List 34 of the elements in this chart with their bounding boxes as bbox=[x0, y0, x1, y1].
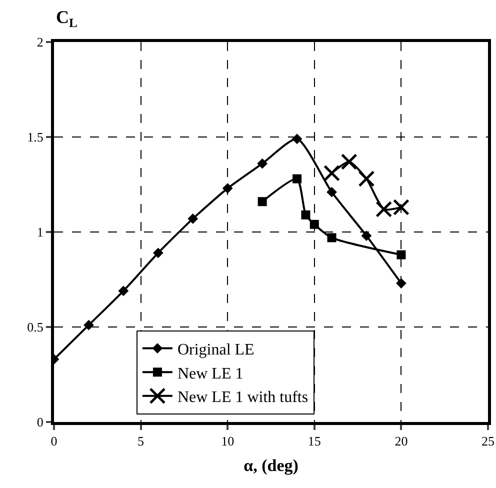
point bbox=[326, 186, 337, 198]
point bbox=[361, 230, 372, 241]
y-axis-title: C$_{L}$ bbox=[56, 7, 78, 30]
point bbox=[310, 220, 319, 229]
point bbox=[84, 320, 94, 330]
legend-label: New LE 1 bbox=[177, 365, 244, 382]
point bbox=[396, 278, 406, 288]
point bbox=[292, 174, 302, 184]
point bbox=[324, 164, 340, 182]
point bbox=[257, 158, 268, 169]
x-tick-label: 10 bbox=[221, 434, 234, 449]
point bbox=[327, 233, 336, 242]
point bbox=[292, 134, 302, 144]
legend-label: New LE 1 with tufts bbox=[177, 389, 308, 406]
x-tick-label: 25 bbox=[482, 434, 494, 449]
point bbox=[152, 248, 164, 258]
y-tick-label: 2 bbox=[36, 34, 44, 50]
point bbox=[396, 250, 406, 260]
x-axis-title: α, (deg) bbox=[244, 456, 298, 475]
legend-label: Original LE bbox=[177, 342, 254, 359]
point bbox=[258, 197, 267, 206]
x-tick-label: 0 bbox=[50, 434, 58, 449]
x-tick-label: 20 bbox=[394, 434, 408, 449]
y-tick-label: 1.5 bbox=[27, 130, 44, 145]
point bbox=[301, 210, 310, 220]
y-tick-label: 0 bbox=[36, 414, 44, 430]
y-tick-label: 1 bbox=[36, 224, 44, 240]
point bbox=[188, 214, 198, 224]
point bbox=[118, 286, 129, 296]
x-tick-label: 15 bbox=[308, 434, 321, 449]
y-tick-label: 0.5 bbox=[27, 320, 44, 335]
point bbox=[340, 153, 358, 170]
point bbox=[222, 183, 233, 194]
x-tick-label: 5 bbox=[138, 434, 144, 449]
